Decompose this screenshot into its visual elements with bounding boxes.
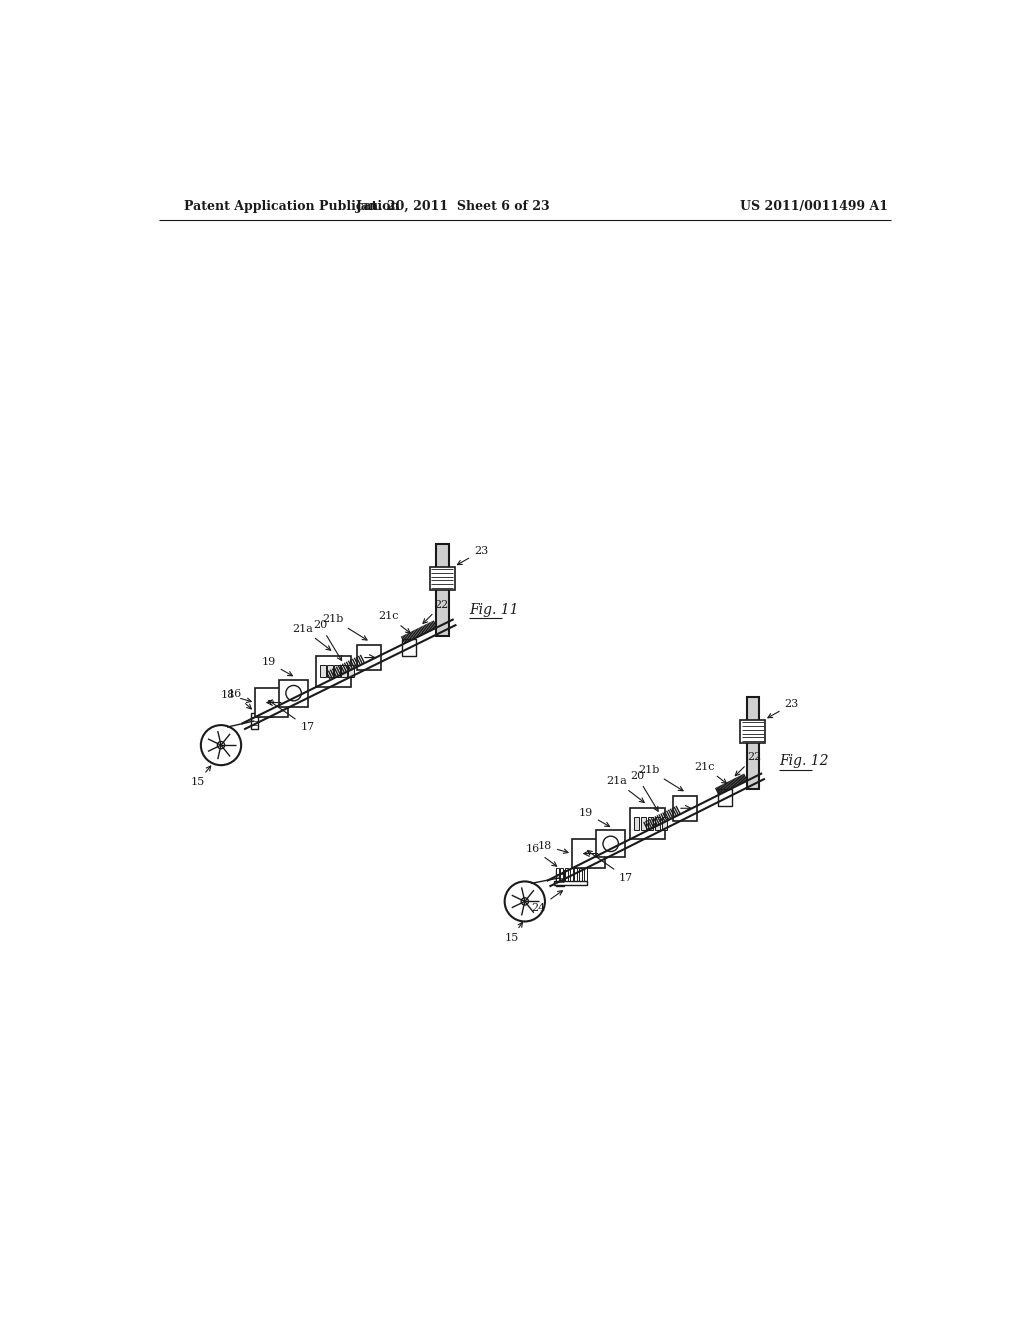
Circle shape — [217, 742, 224, 748]
Text: 22: 22 — [735, 752, 761, 776]
Bar — [560, 867, 563, 884]
Text: 15: 15 — [505, 923, 522, 942]
Bar — [569, 867, 572, 884]
Text: 19: 19 — [579, 808, 609, 826]
Bar — [251, 713, 258, 729]
Text: US 2011/0011499 A1: US 2011/0011499 A1 — [740, 199, 888, 213]
Circle shape — [259, 696, 281, 717]
Text: 21c: 21c — [378, 611, 411, 634]
Bar — [436, 544, 449, 636]
Text: 22: 22 — [423, 599, 449, 623]
Text: 23: 23 — [458, 546, 488, 565]
Bar — [430, 566, 455, 590]
Bar — [718, 789, 732, 807]
Bar — [556, 867, 559, 884]
Bar — [746, 697, 759, 789]
Circle shape — [578, 846, 599, 867]
Bar — [255, 688, 288, 717]
Text: 19: 19 — [262, 657, 293, 676]
Bar — [279, 680, 308, 706]
Text: 21b: 21b — [639, 764, 683, 791]
Bar — [556, 870, 564, 886]
Bar — [648, 817, 653, 829]
Text: 16: 16 — [228, 689, 252, 709]
Text: 17: 17 — [269, 701, 314, 733]
Bar — [641, 817, 646, 829]
Bar — [321, 665, 326, 677]
Bar — [565, 867, 568, 884]
Bar — [596, 830, 626, 857]
Text: 23: 23 — [768, 700, 799, 718]
Circle shape — [505, 882, 545, 921]
Bar — [673, 796, 697, 821]
Circle shape — [603, 836, 618, 851]
Bar — [401, 639, 416, 656]
Bar — [341, 665, 347, 677]
Bar — [662, 817, 668, 829]
Text: 18: 18 — [538, 841, 568, 854]
Text: 20: 20 — [313, 620, 342, 660]
Bar — [654, 817, 660, 829]
Circle shape — [201, 725, 241, 766]
Text: 21a: 21a — [293, 624, 331, 651]
Bar — [740, 719, 765, 743]
Text: 17: 17 — [588, 850, 633, 883]
Text: Jan. 20, 2011  Sheet 6 of 23: Jan. 20, 2011 Sheet 6 of 23 — [356, 199, 551, 213]
Text: 15: 15 — [190, 766, 211, 787]
Bar — [334, 665, 340, 677]
Bar — [356, 645, 381, 669]
Text: 21a: 21a — [606, 776, 644, 803]
Bar — [316, 656, 351, 686]
Text: 16: 16 — [525, 843, 557, 866]
Text: 20: 20 — [630, 771, 658, 812]
Bar — [328, 665, 333, 677]
Text: 18: 18 — [221, 690, 251, 702]
Bar — [572, 840, 604, 869]
Bar — [574, 867, 578, 884]
Text: Fig. 12: Fig. 12 — [779, 754, 828, 768]
Text: 21b: 21b — [323, 614, 367, 640]
Bar — [634, 817, 639, 829]
Bar — [579, 867, 582, 884]
Text: 24: 24 — [531, 891, 562, 912]
Bar — [584, 867, 587, 884]
Text: Fig. 11: Fig. 11 — [469, 602, 518, 616]
Bar — [348, 665, 353, 677]
Bar — [630, 808, 665, 838]
Circle shape — [286, 685, 301, 701]
Circle shape — [521, 898, 528, 906]
Text: Patent Application Publication: Patent Application Publication — [183, 199, 399, 213]
Bar — [554, 880, 587, 884]
Text: 21c: 21c — [694, 762, 727, 784]
